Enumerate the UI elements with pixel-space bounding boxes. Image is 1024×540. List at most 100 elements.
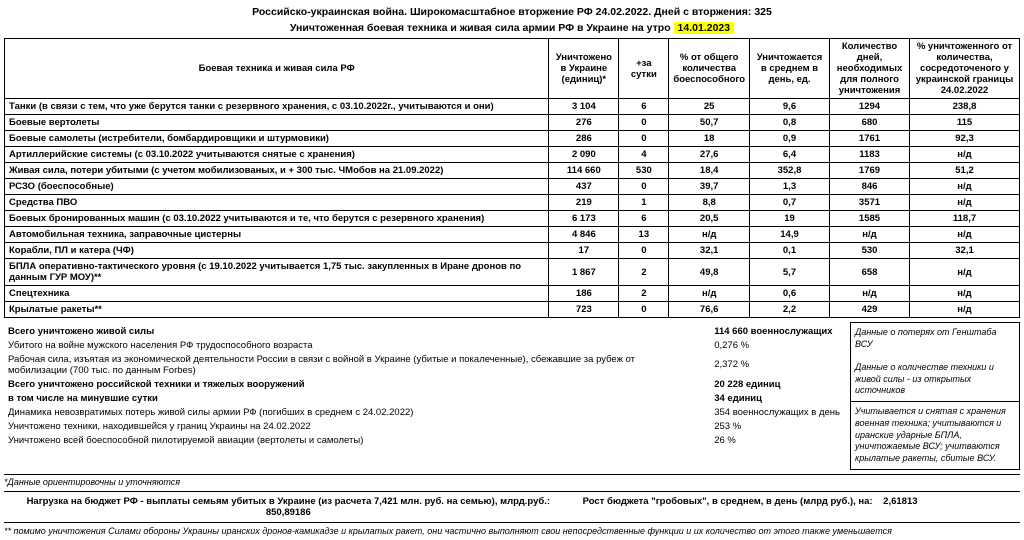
row-value: 429 — [830, 302, 910, 318]
summary-value: 354 военнослужащих в день — [674, 405, 844, 419]
row-value: н/д — [830, 286, 910, 302]
row-value: 76,6 — [669, 302, 750, 318]
row-value: 530 — [619, 163, 669, 179]
row-value: 115 — [910, 115, 1020, 131]
summary-table: Всего уничтожено живой силы114 660 военн… — [4, 324, 844, 447]
row-value: 2 — [619, 259, 669, 286]
row-value: 0 — [619, 115, 669, 131]
row-value: 0,8 — [750, 115, 830, 131]
table-row: Спецтехника1862н/д0,6н/дн/д — [5, 286, 1020, 302]
summary-value: 253 % — [674, 419, 844, 433]
row-value: н/д — [910, 259, 1020, 286]
row-label: Танки (в связи с тем, что уже берутся та… — [5, 99, 549, 115]
table-row: Артиллерийские системы (с 03.10.2022 учи… — [5, 147, 1020, 163]
footnote-1: *Данные ориентировочны и уточняются — [4, 474, 1020, 489]
row-value: 0,9 — [750, 131, 830, 147]
row-value: 18,4 — [669, 163, 750, 179]
budget-right-label: Рост бюджета "гробовых", в среднем, в де… — [583, 496, 873, 507]
summary-row: Всего уничтожено российской техники и тя… — [4, 377, 844, 391]
budget-left-label: Нагрузка на бюджет РФ - выплаты семьям у… — [27, 496, 550, 507]
row-label: Автомобильная техника, заправочные цисте… — [5, 227, 549, 243]
row-value: 32,1 — [669, 243, 750, 259]
row-value: 1 867 — [549, 259, 619, 286]
row-value: 219 — [549, 195, 619, 211]
row-value: н/д — [910, 302, 1020, 318]
row-value: 846 — [830, 179, 910, 195]
row-value: 32,1 — [910, 243, 1020, 259]
col-header: % от общего количества боеспособного — [669, 39, 750, 99]
summary-label: Убитого на войне мужского населения РФ т… — [4, 338, 674, 352]
row-value: 39,7 — [669, 179, 750, 195]
summary-row: Динамика невозвратимых потерь живой силы… — [4, 405, 844, 419]
row-value: 6 173 — [549, 211, 619, 227]
row-value: 0,6 — [750, 286, 830, 302]
summary-row: Всего уничтожено живой силы114 660 военн… — [4, 324, 844, 338]
table-row: Крылатые ракеты**723076,62,2429н/д — [5, 302, 1020, 318]
row-value: н/д — [910, 147, 1020, 163]
row-value: 530 — [830, 243, 910, 259]
row-value: 2,2 — [750, 302, 830, 318]
row-value: 1 — [619, 195, 669, 211]
col-header: Боевая техника и живая сила РФ — [5, 39, 549, 99]
row-value: 1585 — [830, 211, 910, 227]
summary-row: Рабочая сила, изъятая из экономической д… — [4, 352, 844, 377]
row-value: 0 — [619, 179, 669, 195]
row-value: 0 — [619, 131, 669, 147]
row-value: 50,7 — [669, 115, 750, 131]
row-value: 1769 — [830, 163, 910, 179]
row-label: Спецтехника — [5, 286, 549, 302]
subtitle-prefix: Уничтоженная боевая техника и живая сила… — [290, 22, 674, 34]
summary-row: Уничтожено всей боеспособной пилотируемо… — [4, 433, 844, 447]
row-label: Корабли, ПЛ и катера (ЧФ) — [5, 243, 549, 259]
summary-value: 2,372 % — [674, 352, 844, 377]
row-value: 6,4 — [750, 147, 830, 163]
col-header: Количество дней, необходимых для полного… — [830, 39, 910, 99]
row-value: 238,8 — [910, 99, 1020, 115]
row-value: н/д — [910, 179, 1020, 195]
row-value: н/д — [669, 286, 750, 302]
table-row: Автомобильная техника, заправочные цисте… — [5, 227, 1020, 243]
summary-value: 34 единиц — [674, 391, 844, 405]
summary-label: Всего уничтожено российской техники и тя… — [4, 377, 674, 391]
row-value: 1,3 — [750, 179, 830, 195]
row-label: Боевые самолеты (истребители, бомбардиро… — [5, 131, 549, 147]
summary-label: Уничтожено техники, находившейся у грани… — [4, 419, 674, 433]
notes-box: Данные о потерях от Генштаба ВСУ Данные … — [850, 322, 1020, 470]
summary-label: Динамика невозвратимых потерь живой силы… — [4, 405, 674, 419]
row-value: 6 — [619, 99, 669, 115]
row-value: 19 — [750, 211, 830, 227]
summary-label: Рабочая сила, изъятая из экономической д… — [4, 352, 674, 377]
summary-row: Уничтожено техники, находившейся у грани… — [4, 419, 844, 433]
table-row: Боевые самолеты (истребители, бомбардиро… — [5, 131, 1020, 147]
row-value: 51,2 — [910, 163, 1020, 179]
row-value: 723 — [549, 302, 619, 318]
col-header: Уничтожается в среднем в день, ед. — [750, 39, 830, 99]
row-value: н/д — [910, 227, 1020, 243]
table-row: Живая сила, потери убитыми (с учетом моб… — [5, 163, 1020, 179]
row-value: 437 — [549, 179, 619, 195]
row-value: 3571 — [830, 195, 910, 211]
table-row: Танки (в связи с тем, что уже берутся та… — [5, 99, 1020, 115]
row-value: 92,3 — [910, 131, 1020, 147]
table-row: Боевых бронированных машин (с 03.10.2022… — [5, 211, 1020, 227]
row-value: 14,9 — [750, 227, 830, 243]
table-row: Средства ПВО21918,80,73571н/д — [5, 195, 1020, 211]
page-subtitle: Уничтоженная боевая техника и живая сила… — [4, 20, 1020, 36]
row-value: 114 660 — [549, 163, 619, 179]
row-value: н/д — [910, 195, 1020, 211]
col-header: % уничтоженного от количества, сосредото… — [910, 39, 1020, 99]
row-value: 4 846 — [549, 227, 619, 243]
row-value: 1183 — [830, 147, 910, 163]
row-value: 658 — [830, 259, 910, 286]
table-header-row: Боевая техника и живая сила РФУничтожено… — [5, 39, 1020, 99]
summary-label: в том числе на минувшие сутки — [4, 391, 674, 405]
row-value: 0,1 — [750, 243, 830, 259]
notes-p1: Данные о потерях от Генштаба ВСУ — [855, 327, 1015, 350]
row-label: Боевых бронированных машин (с 03.10.2022… — [5, 211, 549, 227]
row-value: 20,5 — [669, 211, 750, 227]
summary-value: 114 660 военнослужащих — [674, 324, 844, 338]
summary-row: в том числе на минувшие сутки34 единиц — [4, 391, 844, 405]
notes-p2: Данные о количестве техники и живой силы… — [855, 362, 1015, 397]
summary-label: Уничтожено всей боеспособной пилотируемо… — [4, 433, 674, 447]
row-value: 25 — [669, 99, 750, 115]
